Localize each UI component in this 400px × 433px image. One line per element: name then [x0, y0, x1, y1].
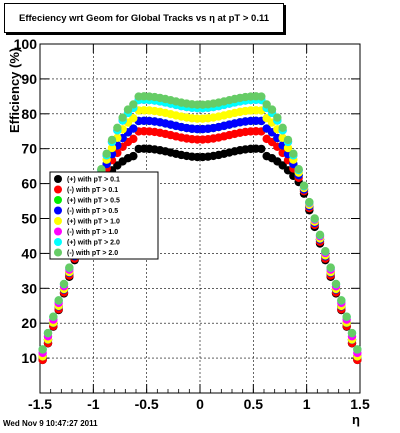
x-axis-label: η — [352, 412, 360, 427]
data-point — [54, 296, 63, 305]
data-point — [65, 263, 74, 272]
timestamp: Wed Nov 9 10:47:27 2011 — [3, 419, 98, 428]
axes: -1.5 -1 -0.5 0 0.5 1 1.5 10 20 30 40 50 60 70 80 90 100 — [14, 36, 370, 412]
y-tick-label: 100 — [14, 36, 38, 52]
legend-marker — [54, 196, 62, 204]
x-tick-label: -1.5 — [28, 396, 52, 412]
data-point — [38, 345, 47, 354]
y-tick-label: 20 — [21, 315, 37, 331]
y-tick-label: 50 — [21, 211, 37, 227]
data-point — [59, 279, 69, 289]
y-tick-label: 70 — [21, 141, 37, 157]
data-point — [321, 247, 330, 256]
legend-box — [49, 171, 159, 260]
x-tick-label: 1 — [303, 396, 311, 412]
legend: (+) with pT > 0.1 (-) with pT > 0.1 (+) wi… — [49, 171, 159, 260]
data-point — [113, 123, 122, 132]
data-point — [129, 134, 138, 144]
data-point — [97, 165, 106, 174]
data-point — [347, 328, 357, 338]
y-tick-label: 30 — [21, 280, 37, 296]
y-tick-label: 80 — [21, 106, 37, 122]
data-point — [299, 181, 309, 190]
legend-label: (+) with pT > 1.0 — [67, 219, 120, 226]
legend-label: (-) with pT > 2.0 — [67, 250, 118, 257]
chart-title-text: Effeciency wrt Geom for Global Tracks vs… — [19, 12, 269, 24]
x-tick-label: 1.5 — [350, 396, 370, 412]
legend-label: (+) with pT > 0.5 — [67, 198, 120, 205]
legend-label: (-) with pT > 1.0 — [67, 229, 118, 236]
x-tick-label: 0.5 — [244, 396, 264, 412]
data-point — [353, 345, 362, 354]
data-point — [49, 312, 58, 321]
legend-label: (-) with pT > 0.1 — [67, 187, 118, 194]
x-tick-label: 0 — [196, 396, 204, 412]
legend-marker — [54, 238, 62, 246]
legend-marker — [54, 206, 62, 215]
y-tick-label: 10 — [21, 350, 37, 366]
data-point — [129, 114, 138, 123]
data-point — [123, 105, 133, 114]
data-point — [315, 230, 325, 240]
data-point — [129, 151, 138, 161]
data-point — [107, 143, 117, 153]
data-point — [283, 135, 293, 145]
legend-label: (-) with pT > 0.5 — [67, 208, 118, 215]
y-tick-label: 40 — [21, 245, 37, 261]
legend-marker — [54, 217, 62, 225]
legend-label: (+) with pT > 2.0 — [67, 240, 120, 247]
data-point — [289, 149, 298, 158]
x-tick-label: -0.5 — [135, 396, 159, 412]
data-point — [257, 92, 266, 101]
x-tick-label: -1 — [87, 396, 100, 412]
data-point — [267, 105, 277, 114]
legend-marker — [54, 175, 62, 183]
y-axis-label: Efficiency (%) — [7, 48, 22, 133]
data-point — [129, 124, 138, 133]
data-point — [337, 296, 346, 305]
data-point — [342, 312, 351, 321]
data-point — [294, 165, 303, 174]
data-point — [278, 123, 287, 132]
legend-label: (+) with pT > 0.1 — [67, 177, 120, 184]
data-point — [257, 144, 266, 154]
data-point — [331, 279, 341, 289]
legend-marker — [54, 185, 62, 194]
data-point — [129, 100, 138, 109]
chart-title: Effeciency wrt Geom for Global Tracks vs… — [4, 3, 284, 33]
data-point — [43, 328, 53, 338]
data-point — [278, 161, 287, 170]
data-point — [310, 214, 319, 223]
data-point — [107, 135, 117, 145]
data-point — [305, 197, 314, 207]
y-tick-label: 90 — [21, 71, 37, 87]
data-point — [283, 143, 293, 153]
legend-marker — [54, 227, 62, 236]
legend-marker — [54, 248, 62, 257]
data-point — [118, 113, 127, 122]
data-point — [326, 263, 335, 272]
data-point — [262, 100, 271, 109]
y-tick-label: 60 — [21, 176, 37, 192]
data-point — [102, 149, 111, 158]
data-point — [273, 113, 282, 122]
